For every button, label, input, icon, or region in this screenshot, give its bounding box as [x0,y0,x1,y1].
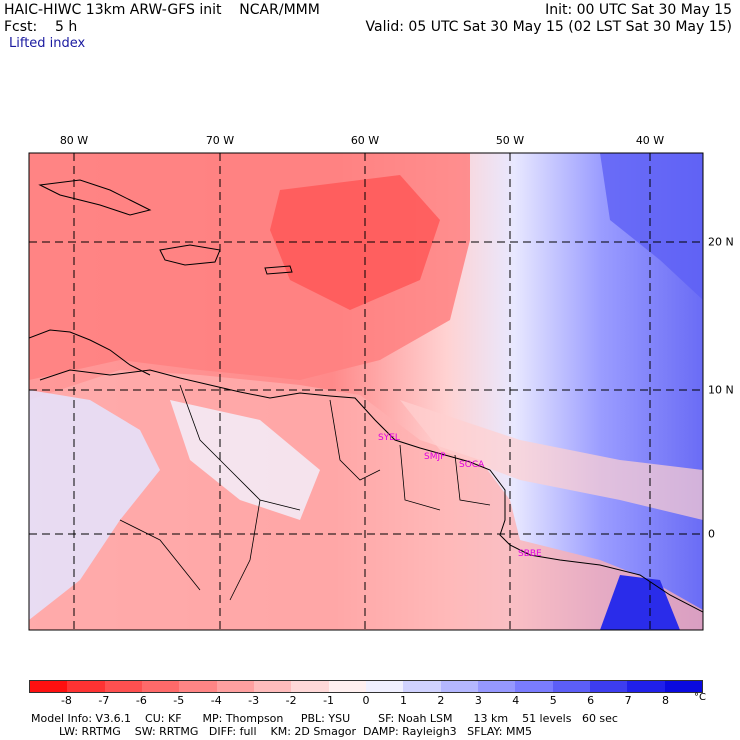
colorbar-swatch [291,681,329,692]
colorbar-swatch [403,681,441,692]
colorbar-swatch [216,681,254,692]
colorbar-swatch [440,681,478,692]
header-forecast: Fcst: 5 h [4,19,78,35]
colorbar-swatch [141,681,180,692]
colorbar-swatch [67,681,105,692]
colorbar-swatch [589,681,628,692]
lon-label: 70 W [205,134,235,147]
colorbar-swatch [104,681,142,692]
field-name: Lifted index [9,36,86,51]
colorbar-swatch [477,681,516,692]
station-label: SOCA [459,460,485,470]
coastline-cuba [38,179,152,216]
andes-stable-area [29,390,160,620]
colorbar-tick-label: 1 [399,694,407,707]
colorbar-swatch [328,681,366,692]
coastline-central-america [29,329,151,376]
coastline-puerto-rico [264,265,293,275]
lat-label: 20 N [708,235,734,249]
colorbar-unit: °C [694,692,706,703]
colorbar-tick-label: 8 [662,694,670,707]
colorbar-swatch [552,681,590,692]
colorbar-tick-label: -4 [210,694,222,707]
colorbar-tick-label: -6 [135,694,147,707]
lat-label: 10 N [708,383,734,397]
colorbar-tick-label: -5 [173,694,185,707]
lon-label: 80 W [59,134,89,147]
east-stable-region [600,153,703,300]
colorbar-tick-label: -3 [248,694,260,707]
colorbar-swatch [664,681,702,692]
header-valid: Valid: 05 UTC Sat 30 May 15 (02 LST Sat … [365,19,732,35]
colorbar-tick-label: -2 [285,694,297,707]
footer-physics: LW: RRTMG SW: RRTMG DIFF: full KM: 2D Sm… [31,725,532,738]
colorbar-swatch [30,681,68,692]
colorbar-tick-label: 2 [437,694,445,707]
graticule [29,153,703,630]
coastline-hispaniola [159,244,221,266]
footer-model-info: Model Info: V3.6.1 CU: KF MP: Thompson P… [31,712,618,725]
colorbar-tick-label: -1 [323,694,335,707]
map-frame [28,152,704,631]
colorbar-tick-label: 5 [549,694,557,707]
lat-label: 0 [708,527,715,541]
colorbar-tick-label: 4 [512,694,520,707]
station-label: SMJP [424,452,446,462]
coastline-south-america [39,369,703,613]
atlantic-stable-band [400,400,703,520]
lon-label: 60 W [350,134,380,147]
colorbar-tick-label: -7 [98,694,110,707]
colorbar-tick-label: 7 [624,694,632,707]
central-stable-area [170,400,320,520]
colorbar-swatch [365,681,404,692]
colorbar-tick-label: -8 [60,694,72,707]
colorbar-tick-label: 3 [474,694,482,707]
station-label: SBBE [518,549,542,559]
lon-label: 40 W [635,134,665,147]
colorbar-swatch [253,681,292,692]
lon-label: 50 W [495,134,525,147]
country-borders [119,384,491,601]
colorbar-swatch [627,681,665,692]
header-title: HAIC-HIWC 13km ARW-GFS init NCAR/MMM [4,2,320,18]
colorbar-swatch [515,681,553,692]
colorbar-tick-label: 6 [587,694,595,707]
station-label: SYEL [378,433,400,443]
colorbar [29,680,703,693]
header-init: Init: 00 UTC Sat 30 May 15 [545,2,732,18]
colorbar-swatch [179,681,217,692]
colorbar-tick-label: 0 [362,694,370,707]
